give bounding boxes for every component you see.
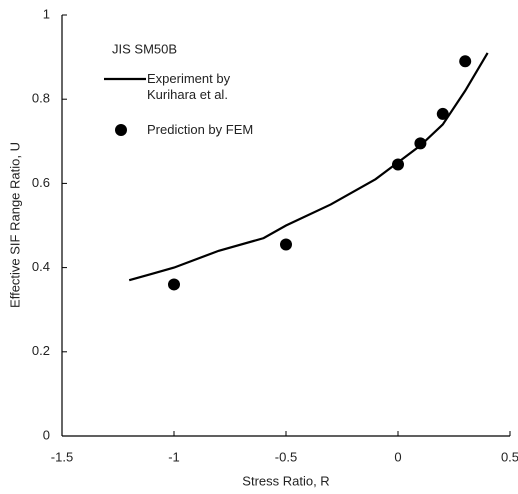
annotation: JIS SM50B (112, 41, 177, 56)
legend-label: Prediction by FEM (147, 122, 254, 137)
point (414, 137, 427, 150)
line (128, 52, 489, 282)
point (168, 278, 180, 291)
legend-label: Experiment by Kurihara et al. (147, 71, 231, 102)
y-tick-label: 1 (43, 6, 50, 21)
x-tick-label: 0 (394, 449, 401, 464)
y-axis-label: Effective SIF Range Ratio, U (7, 142, 22, 308)
legend-marker (115, 124, 127, 136)
y-tick-label: 0 (43, 427, 50, 442)
y-tick-label: 0.2 (32, 343, 50, 358)
x-tick-label: -1.5 (51, 449, 73, 464)
y-tick-label: 0.6 (32, 175, 50, 190)
x-tick-label: -0.5 (275, 449, 297, 464)
point (436, 107, 449, 120)
x-tick-label: 0.5 (501, 449, 518, 464)
y-tick-label: 0.8 (32, 91, 50, 106)
point (280, 238, 292, 251)
x-axis-label: Stress Ratio, R (242, 473, 329, 488)
point (392, 158, 404, 171)
y-tick-label: 0.4 (32, 259, 50, 274)
point (459, 55, 472, 68)
x-tick-label: -1 (168, 449, 180, 464)
